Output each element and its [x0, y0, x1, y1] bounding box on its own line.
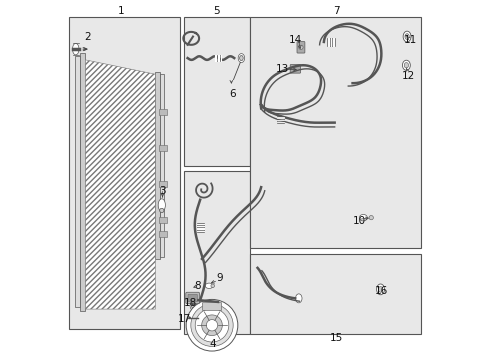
Bar: [69, 17, 180, 329]
Bar: [250, 253, 421, 334]
Bar: [184, 171, 250, 334]
Bar: [184, 17, 250, 166]
Bar: [250, 17, 421, 248]
Ellipse shape: [359, 215, 368, 221]
Text: 2: 2: [84, 32, 91, 41]
Ellipse shape: [295, 294, 302, 303]
Ellipse shape: [191, 316, 197, 320]
Polygon shape: [85, 60, 155, 309]
Bar: [159, 145, 167, 151]
Ellipse shape: [369, 216, 373, 220]
Ellipse shape: [378, 287, 383, 292]
Text: 18: 18: [184, 298, 197, 308]
Bar: [74, 56, 80, 307]
Bar: [215, 55, 221, 61]
Bar: [159, 181, 167, 187]
Text: 10: 10: [353, 216, 367, 226]
FancyBboxPatch shape: [297, 41, 305, 53]
Bar: [327, 39, 335, 45]
Ellipse shape: [405, 34, 409, 40]
Text: 8: 8: [195, 281, 201, 291]
Bar: [159, 109, 167, 116]
FancyBboxPatch shape: [188, 294, 197, 302]
Ellipse shape: [73, 43, 79, 55]
Bar: [160, 74, 164, 257]
Ellipse shape: [205, 283, 213, 288]
Text: 13: 13: [276, 64, 289, 74]
Bar: [277, 116, 285, 123]
Text: 5: 5: [213, 6, 220, 17]
Text: 15: 15: [330, 333, 343, 343]
FancyBboxPatch shape: [202, 302, 221, 310]
Ellipse shape: [238, 54, 245, 63]
FancyBboxPatch shape: [186, 292, 199, 304]
Text: 17: 17: [177, 314, 191, 324]
Ellipse shape: [211, 284, 215, 288]
Circle shape: [195, 309, 229, 342]
Bar: [159, 231, 167, 237]
Bar: [196, 223, 204, 232]
Text: 14: 14: [289, 35, 302, 45]
Text: 3: 3: [159, 186, 166, 196]
Text: 12: 12: [401, 71, 415, 81]
Circle shape: [186, 300, 238, 351]
Circle shape: [206, 320, 218, 331]
Bar: [155, 72, 160, 259]
Circle shape: [202, 315, 222, 336]
Ellipse shape: [402, 60, 410, 70]
Text: 6: 6: [229, 89, 236, 99]
Ellipse shape: [190, 303, 196, 310]
Ellipse shape: [404, 63, 409, 68]
Text: 16: 16: [375, 286, 388, 296]
FancyBboxPatch shape: [290, 64, 300, 73]
Bar: [159, 217, 167, 223]
Text: 4: 4: [209, 339, 216, 349]
Ellipse shape: [192, 305, 195, 308]
Bar: [80, 53, 85, 311]
Circle shape: [191, 304, 233, 346]
Text: 7: 7: [333, 6, 340, 17]
Text: 11: 11: [403, 35, 416, 45]
Ellipse shape: [160, 208, 164, 213]
Ellipse shape: [299, 45, 303, 49]
Ellipse shape: [158, 199, 166, 211]
Ellipse shape: [377, 284, 385, 295]
Text: 9: 9: [217, 273, 223, 283]
Text: 1: 1: [118, 6, 124, 17]
Ellipse shape: [240, 55, 243, 60]
Ellipse shape: [403, 31, 411, 42]
